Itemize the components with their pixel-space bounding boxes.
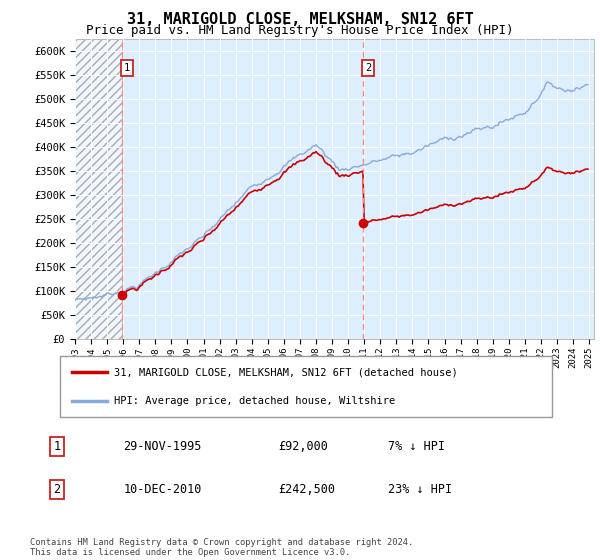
Text: 1: 1 — [124, 63, 130, 73]
Text: 2: 2 — [53, 483, 61, 496]
Text: £242,500: £242,500 — [278, 483, 335, 496]
Text: 7% ↓ HPI: 7% ↓ HPI — [388, 440, 445, 453]
Text: 31, MARIGOLD CLOSE, MELKSHAM, SN12 6FT (detached house): 31, MARIGOLD CLOSE, MELKSHAM, SN12 6FT (… — [114, 367, 458, 377]
Text: 1: 1 — [53, 440, 61, 453]
Text: 10-DEC-2010: 10-DEC-2010 — [124, 483, 202, 496]
Bar — [75, 39, 122, 339]
Text: 2: 2 — [365, 63, 371, 73]
Text: 29-NOV-1995: 29-NOV-1995 — [124, 440, 202, 453]
Text: 31, MARIGOLD CLOSE, MELKSHAM, SN12 6FT: 31, MARIGOLD CLOSE, MELKSHAM, SN12 6FT — [127, 12, 473, 27]
Text: Contains HM Land Registry data © Crown copyright and database right 2024.
This d: Contains HM Land Registry data © Crown c… — [30, 538, 413, 557]
Text: 23% ↓ HPI: 23% ↓ HPI — [388, 483, 452, 496]
Text: £92,000: £92,000 — [278, 440, 328, 453]
Text: HPI: Average price, detached house, Wiltshire: HPI: Average price, detached house, Wilt… — [114, 395, 395, 405]
Text: Price paid vs. HM Land Registry's House Price Index (HPI): Price paid vs. HM Land Registry's House … — [86, 24, 514, 36]
FancyBboxPatch shape — [60, 356, 552, 417]
Bar — [75, 39, 122, 339]
